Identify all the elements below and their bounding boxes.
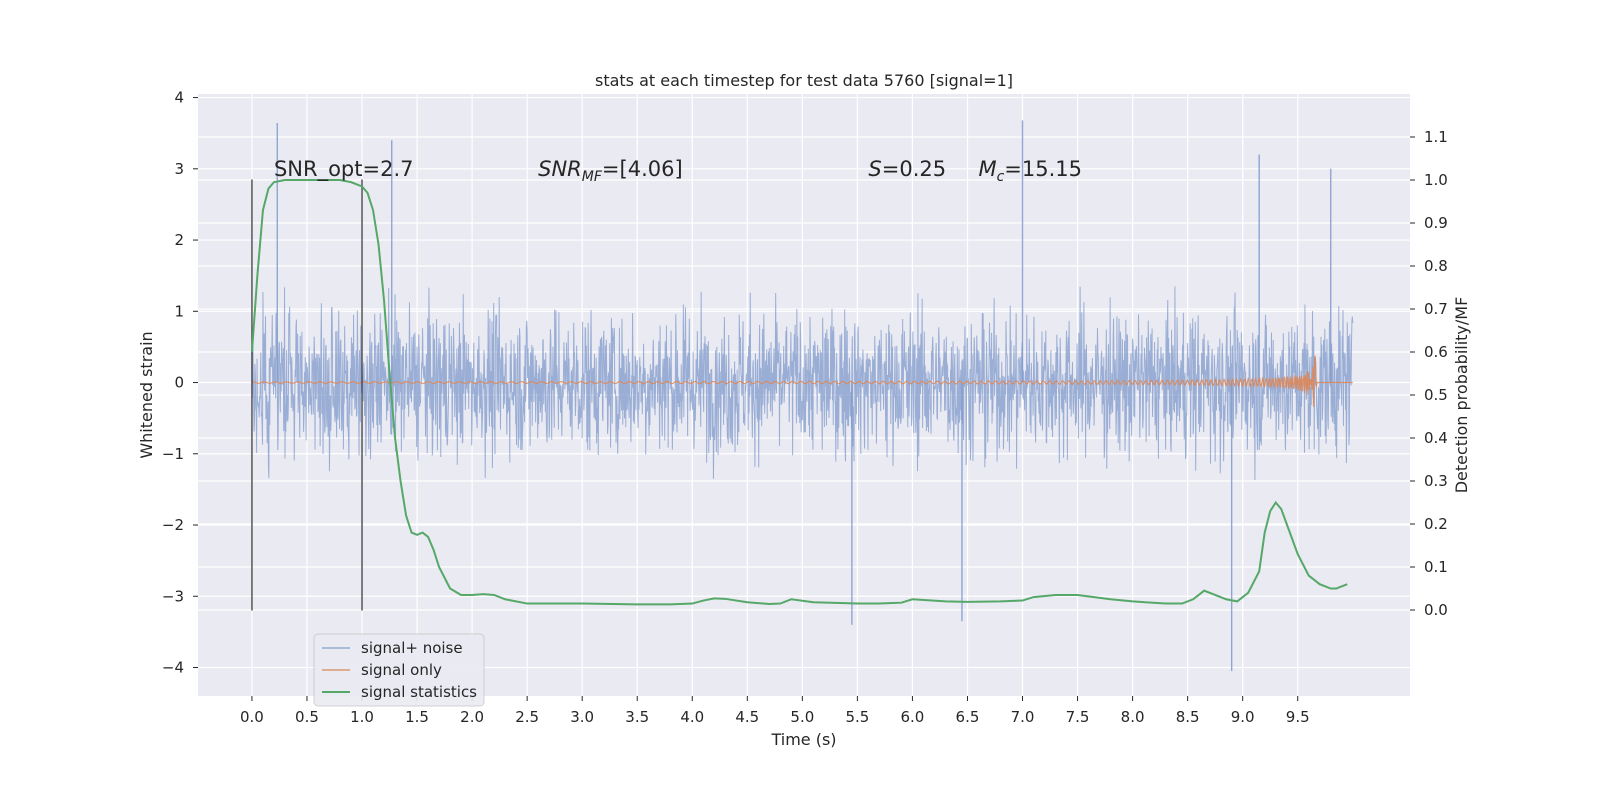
x-tick-label: 8.5 [1176, 708, 1200, 726]
legend-box [313, 633, 485, 707]
x-tick-label: 7.5 [1066, 708, 1090, 726]
series-signal-noise [251, 286, 1354, 481]
annotation-main: M [978, 157, 996, 181]
y-tick-label-left: 4 [174, 89, 184, 107]
y-axis-label-right: Detection probability/MF [1452, 297, 1471, 494]
annotation-main: SNR [538, 157, 582, 181]
y-tick-label-right: 0.6 [1424, 343, 1448, 361]
y-tick-label-left: 3 [174, 160, 184, 178]
x-tick-label: 6.0 [901, 708, 925, 726]
annotation-rest: =[4.06] [602, 157, 683, 181]
y-tick-label-left: −2 [162, 516, 184, 534]
x-tick-label: 8.0 [1121, 708, 1145, 726]
annotation-sub: MF [582, 169, 603, 185]
annotation-rest: =15.15 [1004, 157, 1082, 181]
annotation: S=0.25 [868, 157, 946, 181]
x-tick-label: 5.5 [845, 708, 869, 726]
x-tick-label: 4.0 [680, 708, 704, 726]
y-tick-label-right: 0.5 [1424, 386, 1448, 404]
x-tick-label: 0.0 [240, 708, 264, 726]
y-tick-label-right: 0.3 [1424, 472, 1448, 490]
y-tick-label-left: −1 [162, 445, 184, 463]
x-axis-label: Time (s) [770, 730, 836, 749]
y-tick-label-left: −4 [162, 659, 184, 677]
y-tick-label-left: 2 [174, 231, 184, 249]
y-tick-label-left: 0 [174, 374, 184, 392]
x-tick-label: 1.5 [405, 708, 429, 726]
y-tick-label-right: 0.2 [1424, 515, 1448, 533]
legend-label: signal only [361, 661, 442, 679]
y-tick-label-right: 0.0 [1424, 601, 1448, 619]
x-tick-label: 9.5 [1286, 708, 1310, 726]
y-tick-label-right: 0.7 [1424, 300, 1448, 318]
annotation-sub: c [997, 169, 1005, 185]
annotation: SNRMF=[4.06] [538, 157, 683, 185]
x-tick-label: 5.0 [790, 708, 814, 726]
annotation: SNR_opt=2.7 [274, 157, 414, 182]
x-tick-label: 0.5 [295, 708, 319, 726]
x-tick-label: 3.5 [625, 708, 649, 726]
x-tick-label: 6.5 [956, 708, 980, 726]
y-tick-label-right: 0.8 [1424, 257, 1448, 275]
chart-title: stats at each timestep for test data 576… [595, 71, 1013, 90]
x-tick-label: 2.0 [460, 708, 484, 726]
annotation: Mc=15.15 [978, 157, 1082, 185]
x-tick-label: 7.0 [1011, 708, 1035, 726]
series-signal-statistics [250, 179, 1348, 606]
legend-label: signal statistics [361, 683, 477, 701]
x-tick-label: 3.0 [570, 708, 594, 726]
series-signal-only [251, 355, 1353, 407]
y-tick-label-right: 0.9 [1424, 214, 1448, 232]
annotation-main: S [868, 157, 881, 181]
x-tick-label: 1.0 [350, 708, 374, 726]
y-tick-label-left: 1 [174, 302, 184, 320]
y-tick-label-right: 0.1 [1424, 558, 1448, 576]
y-axis-label-left: Whitened strain [137, 331, 156, 458]
x-tick-label: 9.0 [1231, 708, 1255, 726]
y-tick-label-right: 1.0 [1424, 171, 1448, 189]
y-tick-label-left: −3 [162, 587, 184, 605]
x-tick-label: 2.5 [515, 708, 539, 726]
legend-label: signal+ noise [361, 639, 463, 657]
annotation-rest: =0.25 [882, 157, 946, 181]
y-tick-label-right: 0.4 [1424, 429, 1448, 447]
x-tick-label: 4.5 [735, 708, 759, 726]
y-tick-label-right: 1.1 [1424, 128, 1448, 146]
